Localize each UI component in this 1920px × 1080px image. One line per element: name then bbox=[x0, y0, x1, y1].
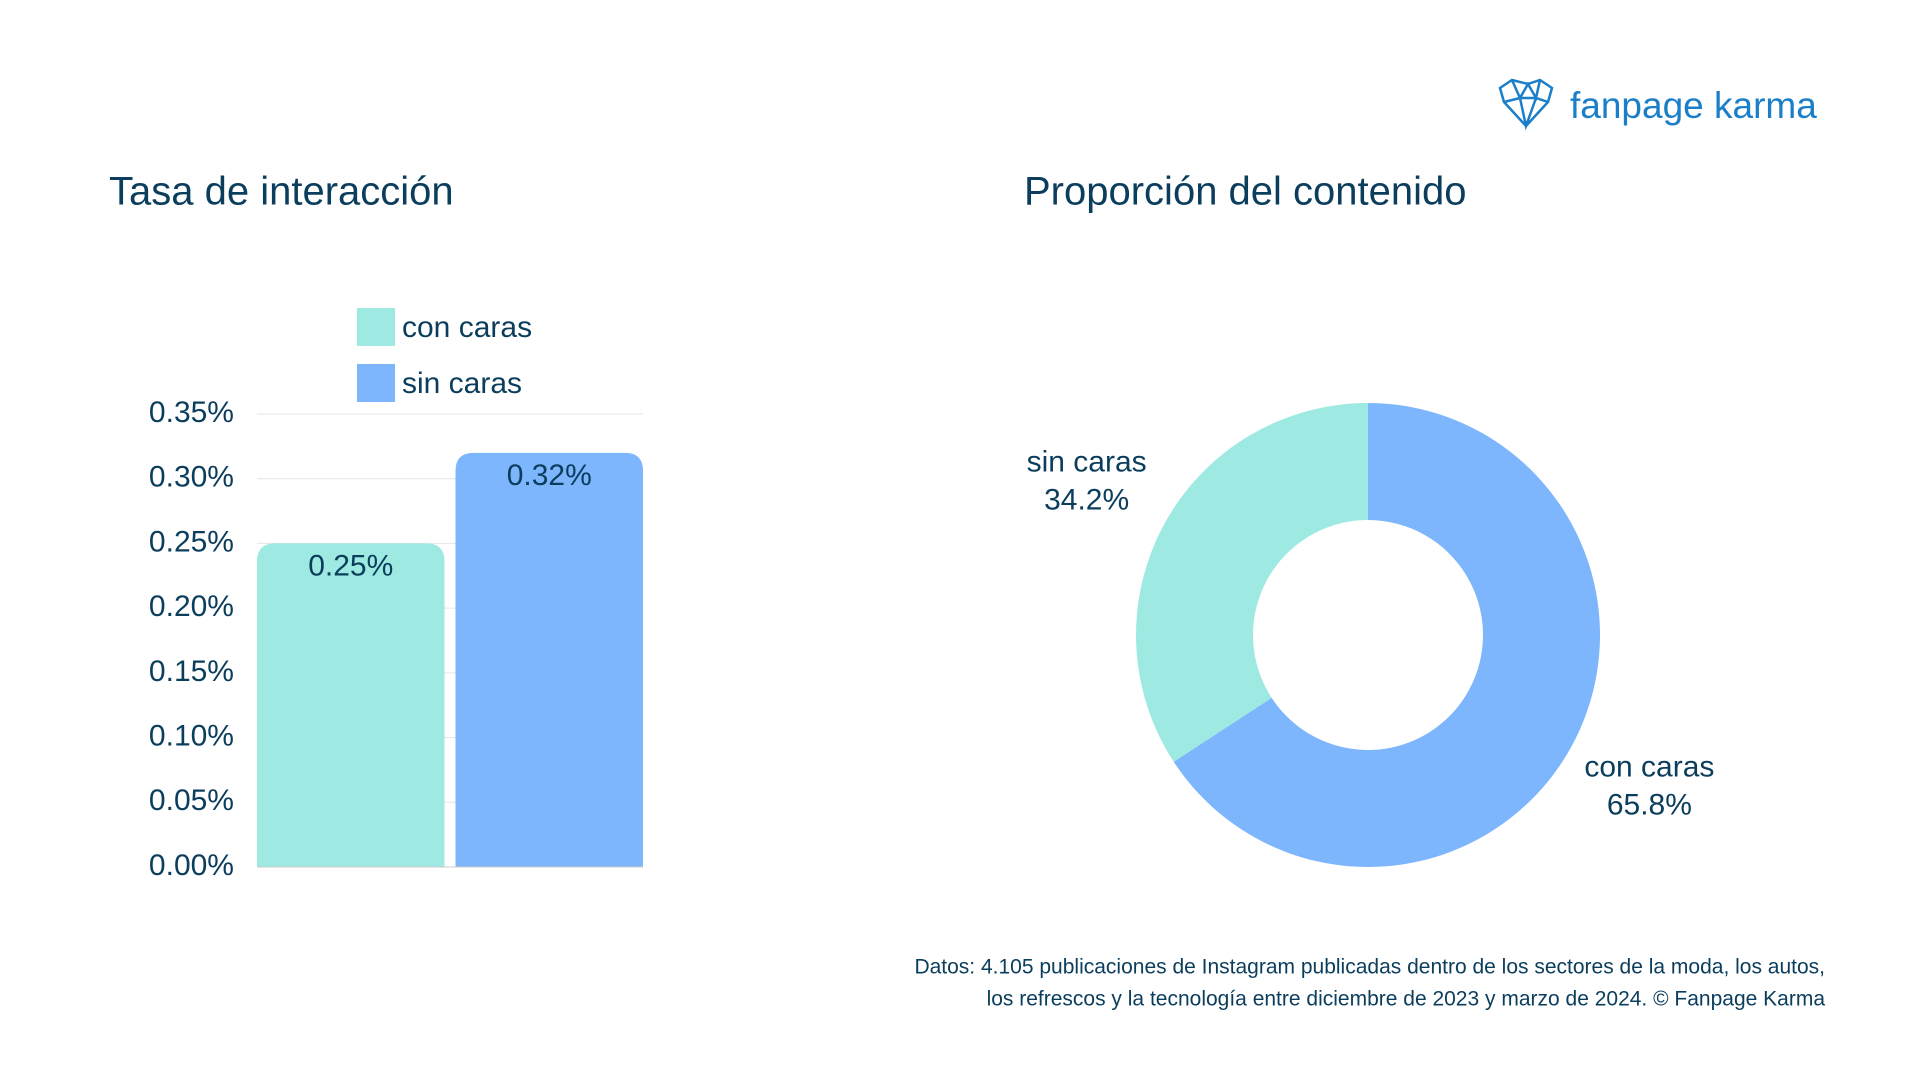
chart-title: Tasa de interacción bbox=[109, 170, 454, 214]
logo-icon bbox=[1498, 78, 1554, 131]
data-label: 0.25% bbox=[308, 549, 393, 582]
y-tick-label: 0.20% bbox=[149, 590, 234, 623]
legend-swatch bbox=[357, 308, 395, 346]
chart-title: Proporción del contenido bbox=[1024, 170, 1467, 214]
y-tick-label: 0.35% bbox=[149, 396, 234, 429]
bar bbox=[257, 543, 445, 867]
legend-label: con caras bbox=[402, 311, 532, 344]
slice-value: 34.2% bbox=[1044, 484, 1129, 517]
donut-slice bbox=[1135, 403, 1368, 762]
slice-value: 65.8% bbox=[1607, 788, 1692, 821]
data-label: 0.32% bbox=[507, 459, 592, 492]
y-tick-label: 0.10% bbox=[149, 719, 234, 752]
slice-label: con caras bbox=[1584, 750, 1714, 783]
y-tick-label: 0.25% bbox=[149, 525, 234, 558]
bar bbox=[455, 452, 643, 867]
y-tick-label: 0.15% bbox=[149, 655, 234, 688]
donut-slice bbox=[1173, 403, 1600, 867]
footnote: Datos: 4.105 publicaciones de Instagram … bbox=[914, 956, 1825, 979]
y-tick-label: 0.30% bbox=[149, 461, 234, 494]
logo-text: fanpage karma bbox=[1570, 85, 1817, 126]
y-tick-label: 0.05% bbox=[149, 784, 234, 817]
slice-label: sin caras bbox=[1027, 446, 1147, 479]
legend-swatch bbox=[357, 364, 395, 402]
footnote: los refrescos y la tecnología entre dici… bbox=[987, 988, 1826, 1011]
legend-label: sin caras bbox=[402, 367, 522, 400]
y-tick-label: 0.00% bbox=[149, 849, 234, 882]
